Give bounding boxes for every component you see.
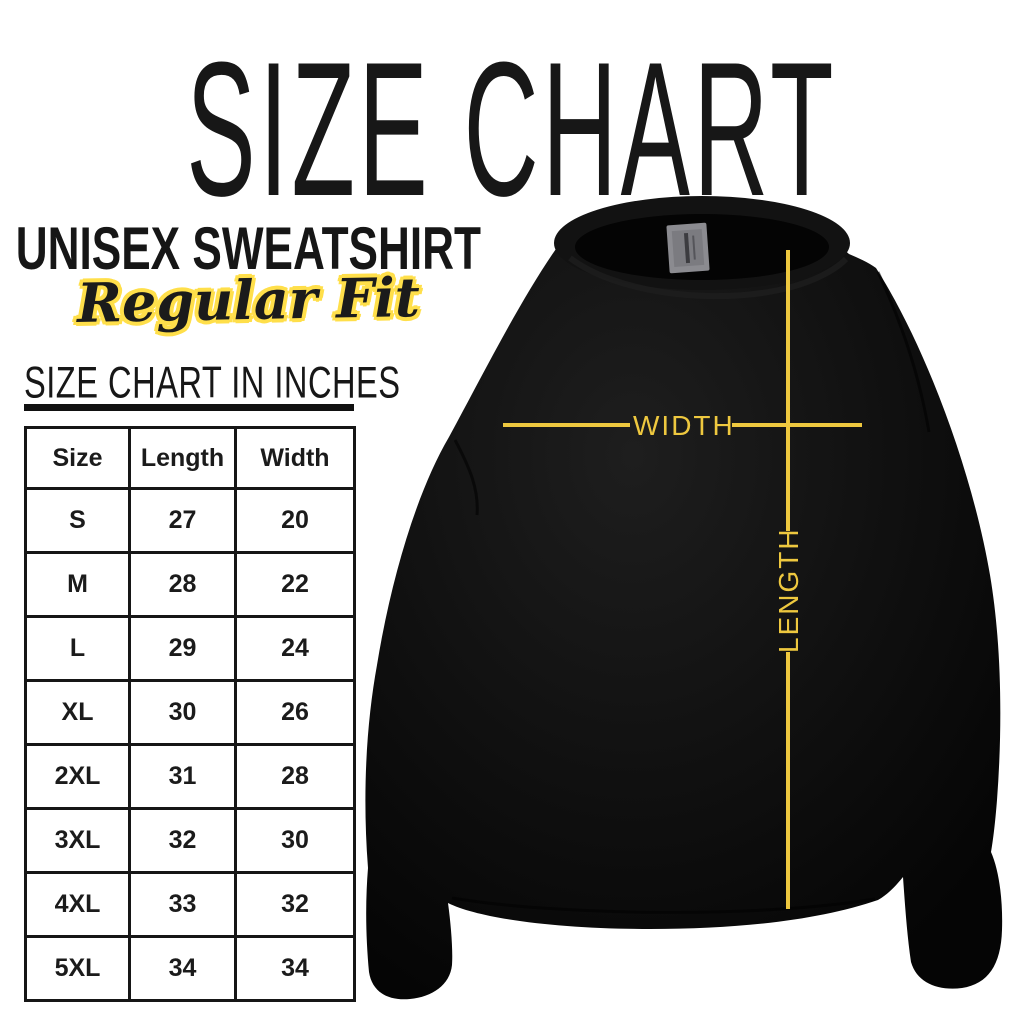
size-table-body: S 27 20 M 28 22 L 29 24 XL 30 26 2XL 31 28 3XL 32 30 4XL 33… [24, 487, 356, 1002]
right-shoulder-seam [876, 271, 931, 433]
table-cell: 5XL [24, 935, 131, 1002]
table-cell: 30 [128, 679, 237, 746]
collar-seam [568, 255, 849, 300]
table-cell: 26 [234, 679, 356, 746]
table-cell: 27 [128, 487, 237, 554]
table-cell: XL [24, 679, 131, 746]
table-header-size: Size [24, 426, 131, 490]
table-cell: 29 [128, 615, 237, 682]
neck-tag [666, 222, 710, 274]
fit-label: Regular Fit [0, 265, 496, 335]
hem-seam [451, 896, 876, 914]
fit-label-text: Regular Fit [76, 265, 420, 335]
page-title-text: SIZE CHART [186, 23, 838, 238]
table-cell: S [24, 487, 131, 554]
table-row: XL 30 26 [24, 679, 356, 746]
table-cell: 28 [234, 743, 356, 810]
table-cell: 34 [128, 935, 237, 1002]
table-row: 2XL 31 28 [24, 743, 356, 810]
page-title: SIZE CHART [0, 20, 1024, 237]
table-cell: 20 [234, 487, 356, 554]
table-header-length: Length [128, 426, 237, 490]
size-table: Size Length Width S 27 20 M 28 22 L 29 24 XL 30 26 2… [24, 426, 356, 1002]
table-heading: SIZE CHART IN INCHES [24, 358, 416, 408]
table-cell: M [24, 551, 131, 618]
table-cell: 33 [128, 871, 237, 938]
table-row: S 27 20 [24, 487, 356, 554]
table-header-row: Size Length Width [24, 426, 356, 490]
table-cell: 34 [234, 935, 356, 1002]
table-cell: 2XL [24, 743, 131, 810]
product-name: UNISEX SWEATSHIRT [0, 212, 496, 282]
table-cell: 3XL [24, 807, 131, 874]
left-shoulder-seam [453, 439, 479, 516]
width-measure-label: WIDTH [633, 410, 735, 441]
table-row: 5XL 34 34 [24, 935, 356, 1002]
table-row: 4XL 33 32 [24, 871, 356, 938]
table-row: 3XL 32 30 [24, 807, 356, 874]
product-name-text: UNISEX SWEATSHIRT [15, 213, 481, 282]
table-cell: 28 [128, 551, 237, 618]
table-cell: L [24, 615, 131, 682]
table-header-width: Width [234, 426, 356, 490]
table-cell: 30 [234, 807, 356, 874]
table-cell: 24 [234, 615, 356, 682]
length-measure-label: LENGTH [773, 527, 804, 653]
table-row: L 29 24 [24, 615, 356, 682]
table-row: M 28 22 [24, 551, 356, 618]
sweatshirt-body [365, 199, 1003, 1000]
table-cell: 4XL [24, 871, 131, 938]
table-heading-text: SIZE CHART IN INCHES [24, 358, 401, 409]
left-panel: UNISEX SWEATSHIRT Regular Fit SIZE CHART… [0, 0, 496, 1024]
table-cell: 32 [128, 807, 237, 874]
table-cell: 32 [234, 871, 356, 938]
table-cell: 22 [234, 551, 356, 618]
heading-underline [24, 404, 354, 411]
table-cell: 31 [128, 743, 237, 810]
